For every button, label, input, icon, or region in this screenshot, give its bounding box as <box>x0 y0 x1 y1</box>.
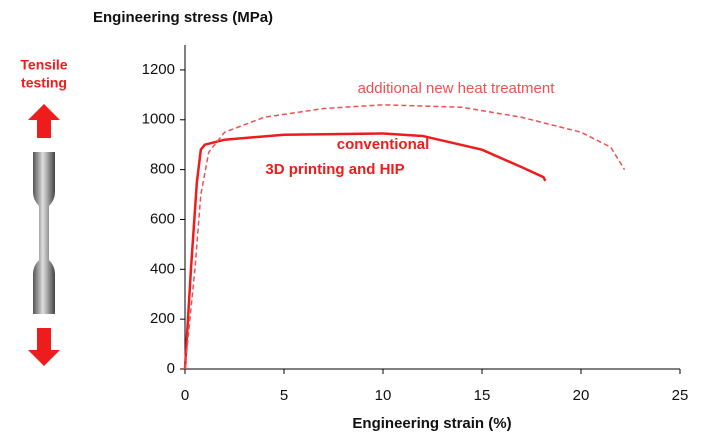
side-label: Tensile <box>20 57 67 73</box>
specimen <box>33 152 55 314</box>
y-tick-label: 400 <box>150 260 175 277</box>
y-tick-label: 1000 <box>142 111 175 128</box>
x-tick-label: 5 <box>280 387 288 404</box>
x-axis-title: Engineering strain (%) <box>352 415 511 432</box>
chart: Engineering stress (MPa) Engineering str… <box>0 0 702 439</box>
x-tick-label: 25 <box>672 387 689 404</box>
page: Engineering stress (MPa) Engineering str… <box>0 0 702 439</box>
arrow-up <box>28 104 60 138</box>
y-tick-label: 0 <box>167 360 175 377</box>
arrow-down <box>28 328 60 366</box>
series-label: conventional <box>337 136 430 153</box>
y-tick-label: 200 <box>150 310 175 327</box>
series-label: 3D printing and HIP <box>265 161 404 178</box>
y-tick-label: 600 <box>150 210 175 227</box>
series-label: additional new heat treatment <box>358 80 556 97</box>
y-tick-label: 1200 <box>142 61 175 78</box>
y-tick-label: 800 <box>150 161 175 178</box>
x-tick-label: 0 <box>181 387 189 404</box>
x-tick-label: 15 <box>474 387 491 404</box>
x-tick-label: 20 <box>573 387 590 404</box>
y-axis-title: Engineering stress (MPa) <box>93 9 273 26</box>
x-tick-label: 10 <box>375 387 392 404</box>
side-label: testing <box>21 75 67 91</box>
